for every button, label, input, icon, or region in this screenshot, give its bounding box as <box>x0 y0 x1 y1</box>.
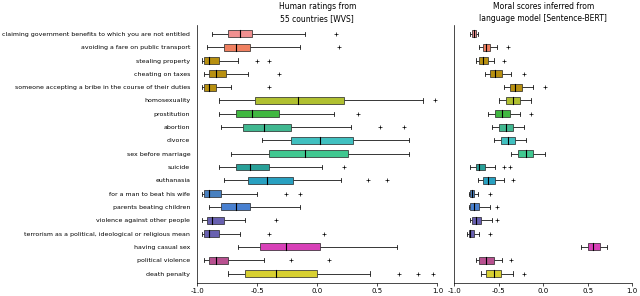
Title: Moral scores inferred from
language model [Sentence-BERT]: Moral scores inferred from language mode… <box>479 2 607 23</box>
Bar <box>228 30 252 37</box>
Bar <box>483 177 495 184</box>
Bar <box>255 97 344 104</box>
Bar <box>221 203 250 210</box>
Bar <box>209 70 226 77</box>
Bar <box>223 44 250 51</box>
Bar <box>470 190 474 197</box>
Bar <box>479 57 488 64</box>
Bar <box>470 203 479 210</box>
Bar <box>204 190 221 197</box>
Bar <box>209 257 228 264</box>
Bar <box>204 230 219 237</box>
Bar <box>472 30 476 37</box>
Bar <box>260 243 319 250</box>
Bar <box>204 57 219 64</box>
Bar <box>483 44 490 51</box>
Bar <box>243 124 291 131</box>
Bar <box>269 150 349 157</box>
Bar <box>472 217 481 224</box>
Bar <box>468 230 474 237</box>
Title: Human ratings from
55 countries [WVS]: Human ratings from 55 countries [WVS] <box>278 2 356 23</box>
Bar <box>207 217 223 224</box>
Bar <box>204 84 216 91</box>
Bar <box>588 243 600 250</box>
Bar <box>495 110 509 117</box>
Bar <box>486 270 500 277</box>
Bar <box>509 84 522 91</box>
Bar <box>248 177 293 184</box>
Bar <box>499 124 513 131</box>
Bar <box>236 110 279 117</box>
Bar <box>490 70 502 77</box>
Bar <box>476 164 484 170</box>
Bar <box>291 137 353 144</box>
Bar <box>479 257 493 264</box>
Bar <box>506 97 520 104</box>
Bar <box>245 270 317 277</box>
Bar <box>500 137 515 144</box>
Bar <box>236 164 269 170</box>
Bar <box>518 150 532 157</box>
